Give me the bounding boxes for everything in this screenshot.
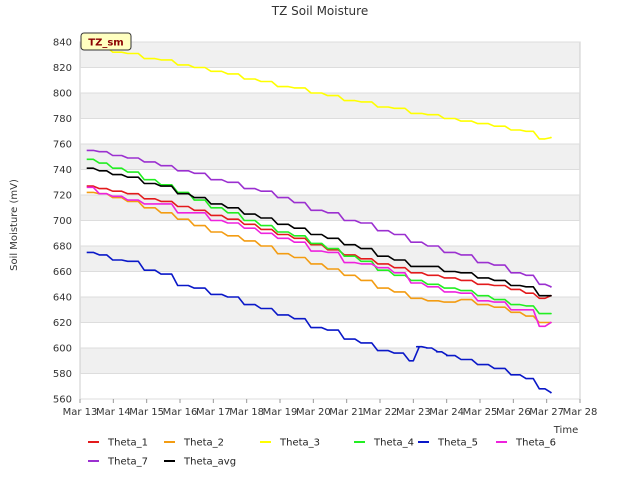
legend-label: Theta_2 xyxy=(183,438,224,449)
x-tick-label: Mar 20 xyxy=(296,407,331,418)
y-tick-label: 660 xyxy=(53,267,72,278)
background-band xyxy=(80,144,580,170)
legend-item-theta-7: Theta_7 xyxy=(88,457,148,468)
legend-label: Theta_5 xyxy=(437,438,478,449)
x-tick-label: Mar 22 xyxy=(363,407,398,418)
series-line-theta-6 xyxy=(86,186,552,328)
y-tick-label: 740 xyxy=(53,165,72,176)
series-line-theta-4 xyxy=(86,158,552,315)
series-line-theta-3 xyxy=(86,43,552,140)
legend-item-theta-avg: Theta_avg xyxy=(164,457,236,468)
series-line-theta-7 xyxy=(86,149,552,288)
series-lines xyxy=(86,43,552,394)
y-tick-label: 720 xyxy=(53,191,72,202)
y-tick-label: 700 xyxy=(53,216,72,227)
x-tick-label: Mar 16 xyxy=(163,407,198,418)
x-tick-label: Mar 13 xyxy=(63,407,98,418)
y-tick-label: 620 xyxy=(53,318,72,329)
x-tick-label: Mar 18 xyxy=(229,407,264,418)
badge-label: TZ_sm xyxy=(88,38,123,49)
legend-item-theta-3: Theta_3 xyxy=(260,438,320,449)
y-axis-label: Soil Moisture (mV) xyxy=(9,179,20,271)
gridlines xyxy=(80,41,580,400)
y-tick-label: 780 xyxy=(53,114,72,125)
x-tick-label: Mar 15 xyxy=(129,407,164,418)
y-tick-label: 760 xyxy=(53,140,72,151)
series-line-theta-2 xyxy=(86,191,552,324)
x-tick-label: Mar 17 xyxy=(196,407,231,418)
background-band xyxy=(80,42,580,68)
tz-sm-badge: TZ_sm xyxy=(80,32,132,51)
legend-item-theta-4: Theta_4 xyxy=(354,438,414,449)
series-line-theta-5 xyxy=(86,251,552,394)
x-tick-label: Mar 25 xyxy=(463,407,498,418)
legend-label: Theta_1 xyxy=(107,438,148,449)
y-tick-label: 820 xyxy=(53,63,72,74)
legend: Theta_1 Theta_2 Theta_3 Theta_4 Theta_5 Theta… xyxy=(88,438,556,468)
legend-label: Theta_4 xyxy=(373,438,414,449)
background-band xyxy=(80,297,580,323)
y-tick-label: 600 xyxy=(53,344,72,355)
legend-label: Theta_avg xyxy=(183,457,236,468)
x-tick-label: Mar 26 xyxy=(496,407,531,418)
y-tick-label: 580 xyxy=(53,369,72,380)
series-line-theta-1 xyxy=(86,185,552,300)
legend-label: Theta_3 xyxy=(279,438,320,449)
legend-label: Theta_7 xyxy=(107,457,148,468)
y-tick-label: 800 xyxy=(53,89,72,100)
x-tick-label: Mar 27 xyxy=(529,407,564,418)
background-band xyxy=(80,93,580,119)
x-tick-label: Mar 21 xyxy=(329,407,364,418)
y-tick-label: 640 xyxy=(53,293,72,304)
legend-label: Theta_6 xyxy=(515,438,556,449)
x-tick-label: Mar 24 xyxy=(429,407,464,418)
x-tick-label: Mar 28 xyxy=(563,407,598,418)
y-tick-label: 680 xyxy=(53,242,72,253)
series-line-theta-avg xyxy=(86,167,552,297)
x-axis-label: Time xyxy=(553,425,578,436)
legend-item-theta-5: Theta_5 xyxy=(418,438,478,449)
y-tick-label: 560 xyxy=(53,395,72,406)
legend-item-theta-6: Theta_6 xyxy=(496,438,556,449)
legend-item-theta-2: Theta_2 xyxy=(164,438,224,449)
y-axis-ticks: 560 580 600 620 640 660 680 700 720 740 760 780 800 8… xyxy=(53,38,72,406)
x-tick-label: Mar 19 xyxy=(263,407,298,418)
x-tick-label: Mar 14 xyxy=(96,407,131,418)
chart-title: TZ Soil Moisture xyxy=(271,4,368,18)
background-band xyxy=(80,348,580,374)
background-band xyxy=(80,195,580,221)
x-tick-label: Mar 23 xyxy=(396,407,431,418)
y-tick-label: 840 xyxy=(53,38,72,49)
legend-item-theta-1: Theta_1 xyxy=(88,438,148,449)
